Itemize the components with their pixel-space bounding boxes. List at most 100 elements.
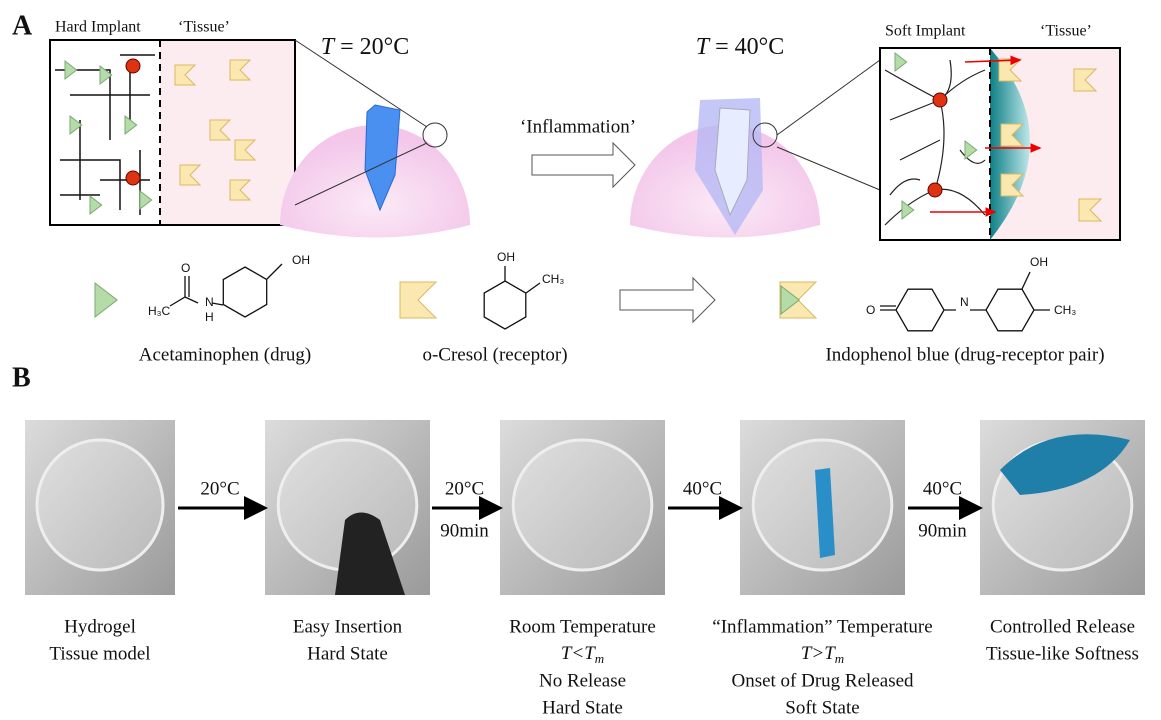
arrow-label: 40°C	[683, 478, 722, 499]
atom: N	[960, 295, 969, 309]
atom: CH₃	[542, 272, 564, 286]
subscript: m	[835, 651, 844, 666]
drug	[64, 59, 78, 81]
caption: Easy Insertion	[293, 616, 403, 637]
arrow-label: 20°C	[200, 478, 239, 499]
panel-label: A	[12, 10, 33, 41]
caption: Hard State	[307, 643, 388, 664]
receptor	[234, 139, 257, 161]
ring	[985, 288, 1035, 332]
caption: Onset of Drug Released	[731, 670, 914, 691]
tweezer	[335, 512, 405, 595]
implant	[714, 107, 751, 217]
hollow-arrow	[619, 276, 716, 324]
symbol: T	[696, 34, 711, 60]
network	[55, 54, 155, 215]
atom: H	[205, 310, 214, 324]
drug	[69, 114, 83, 136]
zoom	[776, 59, 881, 136]
drug	[901, 199, 915, 221]
crosslink	[932, 92, 948, 108]
arrow-label: 90min	[440, 520, 489, 541]
drug	[89, 194, 103, 216]
dish	[35, 438, 165, 572]
box-label: ‘Tissue’	[1040, 23, 1092, 40]
receptor	[399, 281, 438, 319]
arrow-label: 90min	[918, 520, 967, 541]
caption: “Inflammation” Temperature	[712, 616, 932, 637]
box-label: Soft Implant	[885, 23, 966, 40]
receptor	[174, 64, 197, 86]
atom: H₃C	[148, 304, 171, 318]
photo	[500, 420, 665, 595]
drug	[780, 284, 801, 316]
atom: CH₃	[1054, 303, 1076, 317]
math: T>T	[801, 643, 836, 664]
drug	[894, 51, 908, 73]
atom: O	[866, 303, 875, 317]
zoom	[294, 39, 428, 128]
caption: Controlled Release	[990, 616, 1135, 637]
box	[49, 39, 296, 226]
crosslink	[125, 58, 141, 74]
value: = 20°C	[340, 34, 409, 60]
atom: OH	[1030, 255, 1048, 269]
panel-label: B	[12, 362, 31, 393]
ring	[483, 280, 527, 330]
transition: ‘Inflammation’	[520, 116, 636, 137]
subscript: m	[595, 651, 604, 666]
math: T<T	[561, 643, 596, 664]
caption: o-Cresol (receptor)	[422, 344, 567, 365]
caption: Soft State	[785, 697, 859, 718]
blue-stain	[815, 468, 835, 558]
network	[884, 59, 986, 226]
zoom	[776, 146, 881, 191]
caption: Acetaminophen (drug)	[139, 344, 312, 365]
receptor	[1078, 198, 1103, 222]
box	[879, 47, 1121, 241]
ring	[222, 266, 268, 318]
ring	[895, 288, 945, 332]
receptor	[229, 59, 252, 81]
symbol: T	[321, 34, 336, 60]
arrow-label: 40°C	[923, 478, 962, 499]
box-label: Hard Implant	[55, 19, 141, 36]
blue-stain	[1000, 434, 1130, 495]
temperature: T = 20°C	[321, 34, 410, 60]
receptor	[229, 179, 252, 201]
caption: Room Temperature	[509, 616, 656, 637]
crosslink	[125, 170, 141, 186]
drug	[139, 189, 153, 211]
dish	[511, 438, 654, 572]
receptor	[179, 164, 202, 186]
drug	[124, 114, 138, 136]
release-arrow	[964, 55, 1022, 66]
zoom	[294, 142, 428, 206]
atom: O	[181, 261, 190, 275]
caption: Hydrogel	[64, 616, 136, 637]
caption: T<Tm	[561, 643, 604, 666]
arrow-label: 20°C	[445, 478, 484, 499]
hollow-arrow	[531, 141, 636, 189]
value: = 40°C	[715, 34, 784, 60]
receptor	[1000, 123, 1025, 147]
caption: Hard State	[542, 697, 623, 718]
caption: No Release	[539, 670, 626, 691]
drug	[99, 64, 113, 86]
atom: N	[205, 295, 214, 309]
receptor	[1073, 68, 1098, 92]
caption: Tissue model	[49, 643, 150, 664]
atom: OH	[292, 253, 310, 267]
caption: Indophenol blue (drug-receptor pair)	[825, 344, 1104, 365]
temperature: T = 40°C	[696, 34, 785, 60]
receptor	[209, 119, 232, 141]
drug	[94, 281, 118, 319]
implant	[364, 104, 401, 212]
box-label: ‘Tissue’	[178, 19, 230, 36]
bond	[169, 263, 1050, 311]
zoom-circle	[422, 122, 448, 148]
caption: T>Tm	[801, 643, 844, 666]
atom: OH	[497, 250, 515, 264]
photo	[25, 420, 175, 595]
